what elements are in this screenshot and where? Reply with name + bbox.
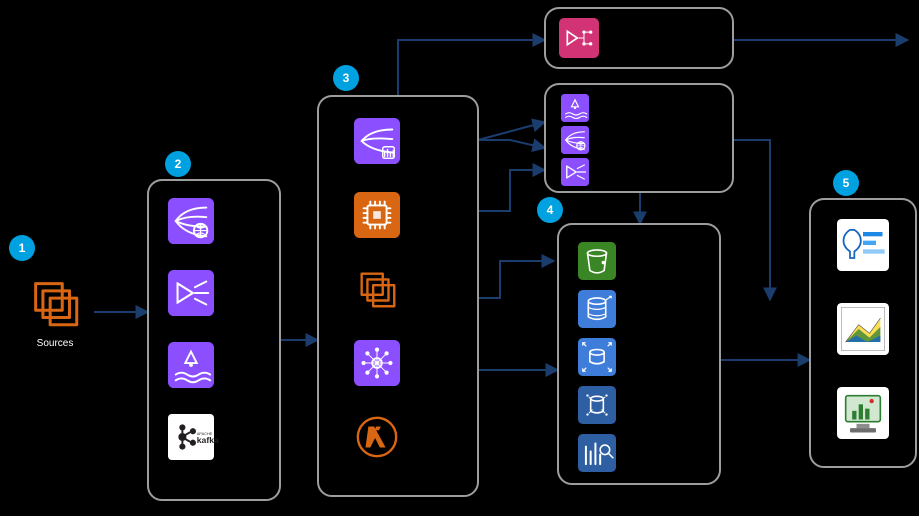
sources-label: Sources: [37, 338, 74, 349]
ec2-icon: [354, 192, 400, 238]
opensearch-icon: [578, 434, 616, 472]
s3-icon: [578, 242, 616, 280]
diagram-background: [0, 0, 919, 516]
redshift-icon: [578, 386, 616, 424]
stage-badge-2-label: 2: [175, 157, 182, 171]
stage-badge-4-label: 4: [547, 203, 554, 217]
managed-flink-mid-icon: [561, 94, 589, 122]
svg-text:kafka: kafka: [197, 435, 219, 445]
stage-badge-3-label: 3: [343, 71, 350, 85]
managed-flink-icon: [168, 342, 214, 388]
kinesis-data-streams-mid-icon: [561, 126, 589, 154]
insight-icon: [837, 219, 889, 271]
surface3d-icon: [837, 303, 889, 355]
kinesis-video-icon: [559, 18, 599, 58]
kafka-icon: APACHEkafka: [168, 414, 219, 460]
stage-badge-5-label: 5: [843, 176, 850, 190]
dynamodb-icon: [578, 290, 616, 328]
kinesis-data-streams-icon: [168, 198, 214, 244]
stage-badge-4: 4: [537, 197, 563, 223]
stage-badge-1-label: 1: [19, 241, 26, 255]
stage-badge-5: 5: [833, 170, 859, 196]
stage-badge-2: 2: [165, 151, 191, 177]
stage-badge-1: 1: [9, 235, 35, 261]
stage-badge-3: 3: [333, 65, 359, 91]
emr-icon: [354, 340, 400, 386]
dashboard-icon: [837, 387, 889, 439]
kinesis-firehose-mid-icon: [561, 158, 589, 186]
kinesis-firehose-icon: [168, 270, 214, 316]
rds-icon: [578, 338, 616, 376]
kinesis-analytics-icon: [354, 118, 400, 164]
